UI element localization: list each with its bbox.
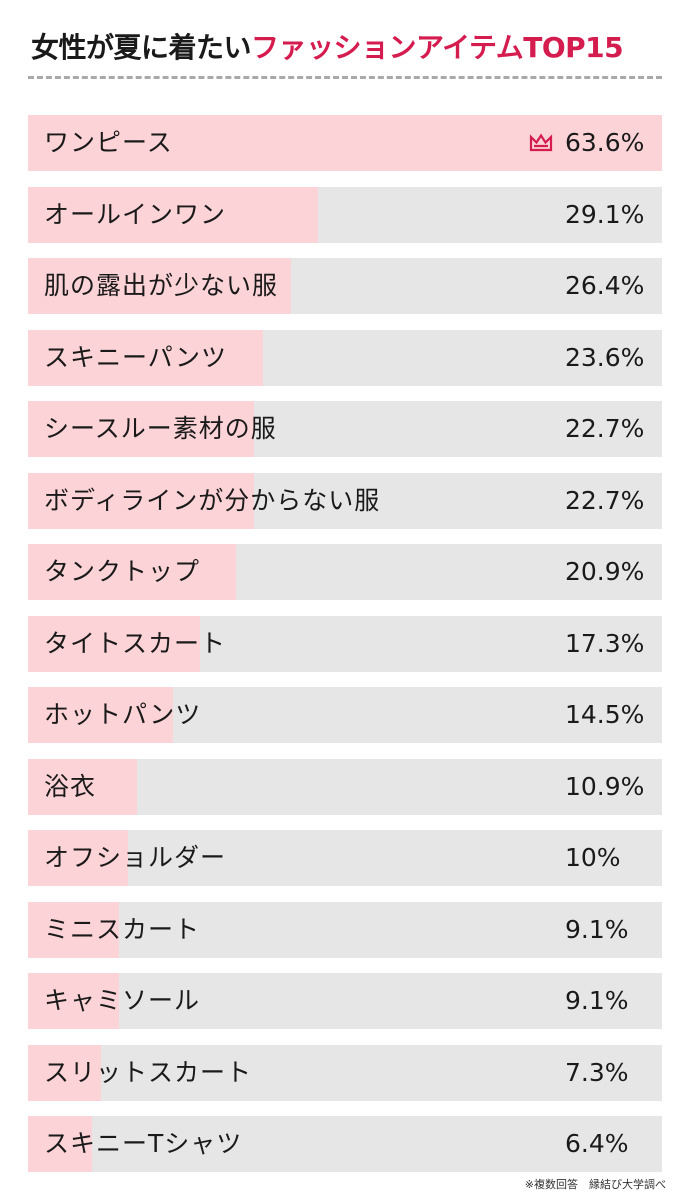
title-divider: [28, 76, 662, 79]
category-label: ワンピース: [44, 128, 173, 157]
bar-row: スリットスカート 7.3%: [28, 1045, 662, 1101]
category-label: オールインワン: [44, 200, 227, 229]
category-label: シースルー素材の服: [44, 414, 277, 443]
category-label: タンクトップ: [44, 557, 201, 586]
bar-row: 浴衣 10.9%: [28, 759, 662, 815]
bar: [28, 902, 119, 958]
value-label: 29.1%: [565, 200, 645, 229]
bar-track: [28, 902, 662, 958]
value-label: 22.7%: [565, 414, 645, 443]
bar: [28, 687, 173, 743]
bar-row: タンクトップ 20.9%: [28, 544, 662, 600]
bar-track: [28, 830, 662, 886]
bar-row: スキニーパンツ 23.6%: [28, 330, 662, 386]
bar: [28, 330, 264, 386]
value-label: 22.7%: [565, 486, 645, 515]
crown-icon: [529, 133, 553, 152]
category-label: ホットパンツ: [44, 700, 202, 729]
bar: [28, 830, 128, 886]
value-label: 26.4%: [565, 271, 645, 300]
value-label: 6.4%: [565, 1129, 629, 1158]
value-label: 9.1%: [565, 915, 629, 944]
chart-title-highlight: ファッションアイテムTOP15: [251, 31, 624, 64]
value-label: 10.9%: [565, 772, 645, 801]
bar: [28, 187, 319, 243]
value-label: 10%: [565, 843, 621, 872]
bar-row: ボディラインが分からない服 22.7%: [28, 473, 662, 529]
bar-track: [28, 1045, 662, 1101]
bar-row: ミニスカート 9.1%: [28, 902, 662, 958]
category-label: 肌の露出が少ない服: [44, 271, 279, 300]
bar-row: キャミソール 9.1%: [28, 973, 662, 1029]
category-label: 浴衣: [44, 772, 97, 801]
footnote: ※複数回答 縁結び大学調べ: [524, 1178, 666, 1191]
bar-track: [28, 973, 662, 1029]
category-label: ボディラインが分からない服: [44, 486, 381, 515]
bar: [28, 401, 255, 457]
bar-row: ホットパンツ 14.5%: [28, 687, 662, 743]
value-label: 17.3%: [565, 629, 645, 658]
value-label: 7.3%: [565, 1058, 629, 1087]
value-label: 20.9%: [565, 557, 645, 586]
category-label: オフショルダー: [44, 843, 227, 872]
bar: [28, 473, 255, 529]
category-label: キャミソール: [44, 986, 201, 1015]
category-label: タイトスカート: [44, 629, 227, 658]
bar: [28, 973, 119, 1029]
bar: [28, 1045, 101, 1101]
category-label: スキニーTシャツ: [44, 1129, 243, 1158]
bar-row: タイトスカート 17.3%: [28, 616, 662, 672]
category-label: ミニスカート: [44, 915, 201, 944]
value-label: 23.6%: [565, 343, 645, 372]
bar: [28, 258, 292, 314]
value-label: 63.6%: [565, 128, 645, 157]
bar-row: シースルー素材の服 22.7%: [28, 401, 662, 457]
chart-title-prefix: 女性が夏に着たい: [31, 31, 252, 64]
bar-row: スキニーTシャツ 6.4%: [28, 1116, 662, 1172]
bar-row: 肌の露出が少ない服 26.4%: [28, 258, 662, 314]
bar: [28, 759, 137, 815]
category-label: スキニーパンツ: [44, 343, 228, 372]
category-label: スリットスカート: [44, 1058, 253, 1087]
bar: [28, 544, 237, 600]
bar-row: ワンピース 63.6%: [28, 115, 662, 171]
bar: [28, 115, 662, 171]
value-label: 9.1%: [565, 986, 629, 1015]
chart-title: 女性が夏に着たいファッションアイテムTOP15: [31, 26, 671, 66]
bar-track: [28, 1116, 662, 1172]
bar: [28, 1116, 92, 1172]
bar-row: オフショルダー 10%: [28, 830, 662, 886]
bar-row: オールインワン 29.1%: [28, 187, 662, 243]
value-label: 14.5%: [565, 700, 645, 729]
bar: [28, 616, 201, 672]
